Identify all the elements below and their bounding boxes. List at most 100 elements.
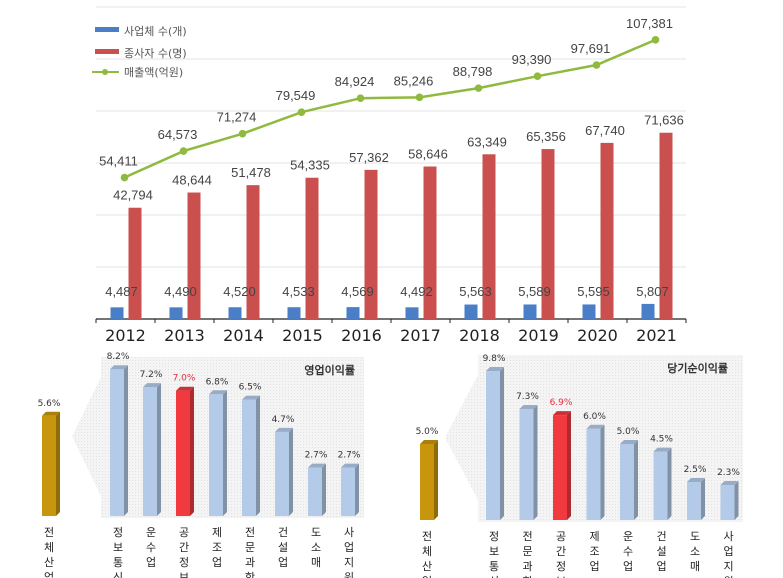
category-label-char: 제 bbox=[212, 526, 222, 539]
data-label: 9.8% bbox=[483, 354, 506, 364]
bar-total bbox=[420, 440, 438, 520]
bar-industry-top bbox=[308, 463, 326, 468]
bar-highlight bbox=[176, 386, 194, 516]
line-point-sales bbox=[238, 129, 247, 138]
x-tick-label: 2016 bbox=[341, 326, 382, 345]
data-label: 2.7% bbox=[305, 451, 328, 461]
category-label-char: 사 bbox=[723, 530, 733, 543]
category-label-char: 보 bbox=[556, 575, 566, 578]
data-label-sales: 84,924 bbox=[335, 74, 375, 89]
bar-employees bbox=[659, 132, 673, 319]
data-label-establishments: 5,807 bbox=[636, 284, 669, 299]
data-label: 6.0% bbox=[583, 412, 606, 422]
x-tick-label: 2020 bbox=[577, 326, 618, 345]
data-label-establishments: 4,492 bbox=[400, 284, 433, 299]
category-label-char: 원 bbox=[344, 571, 354, 578]
bar-establishments bbox=[582, 304, 596, 319]
bar-industry-side bbox=[256, 395, 260, 516]
bar-total-front bbox=[420, 444, 434, 520]
x-tick-label: 2012 bbox=[105, 326, 146, 345]
bar-total-side bbox=[434, 440, 438, 520]
bar-industry bbox=[519, 405, 538, 520]
bar-industry bbox=[720, 481, 739, 520]
category-label-char: 신 bbox=[489, 575, 499, 578]
bar-establishments bbox=[110, 307, 124, 319]
category-label-char: 설 bbox=[656, 545, 666, 558]
category-label-char: 원 bbox=[723, 575, 733, 578]
category-label-char: 조 bbox=[212, 541, 222, 554]
bar-industry bbox=[687, 478, 705, 520]
bar-total-side bbox=[56, 411, 60, 516]
data-label-employees: 57,362 bbox=[349, 150, 389, 165]
category-label-char: 산 bbox=[44, 556, 54, 569]
bar-establishments bbox=[287, 307, 301, 319]
data-label-sales: 88,798 bbox=[453, 64, 493, 79]
line-point-sales bbox=[120, 173, 129, 182]
net-margin-chart: 당기순이익률5.0%전체산업9.8%정보통신7.3%전문과학6.9%공간정보6.… bbox=[416, 354, 743, 578]
bar-industry-top bbox=[519, 405, 538, 410]
category-label-char: 전 bbox=[422, 530, 432, 543]
category-label-char: 소 bbox=[690, 545, 700, 558]
bar-highlight-front bbox=[176, 390, 190, 516]
data-label: 6.9% bbox=[550, 398, 573, 408]
data-label-establishments: 4,533 bbox=[282, 284, 315, 299]
data-label-employees: 51,478 bbox=[231, 165, 271, 180]
category-label-char: 업 bbox=[589, 560, 599, 573]
bar-industry bbox=[620, 440, 638, 520]
category-label-char: 운 bbox=[623, 530, 633, 543]
data-label-sales: 93,390 bbox=[512, 52, 552, 67]
category-label-char: 과 bbox=[522, 560, 532, 573]
data-label: 2.7% bbox=[338, 451, 361, 461]
category-label-char: 건 bbox=[278, 526, 288, 539]
category-label-char: 정 bbox=[113, 526, 123, 539]
category-label-char: 사 bbox=[344, 526, 354, 539]
chart-title: 영업이익률 bbox=[304, 363, 355, 377]
bar-industry-top bbox=[586, 424, 605, 429]
bar-industry bbox=[209, 390, 227, 516]
line-sales bbox=[123, 38, 656, 179]
bar-industry-front bbox=[653, 451, 668, 520]
data-label: 7.2% bbox=[140, 370, 163, 380]
category-label-char: 간 bbox=[179, 541, 189, 554]
bar-industry bbox=[653, 447, 672, 520]
bar-industry-side bbox=[667, 447, 672, 520]
bar-employees bbox=[246, 185, 260, 319]
category-label-char: 매 bbox=[311, 556, 321, 569]
data-label-establishments: 5,563 bbox=[459, 284, 492, 299]
bar-industry-side bbox=[124, 365, 128, 516]
x-tick-label: 2018 bbox=[459, 326, 500, 345]
data-label-sales: 71,274 bbox=[217, 110, 257, 125]
data-label: 5.0% bbox=[617, 427, 640, 437]
bar-industry-front bbox=[586, 428, 601, 520]
category-label-char: 정 bbox=[489, 530, 499, 543]
bar-industry bbox=[275, 427, 293, 516]
bar-industry-front bbox=[209, 394, 223, 516]
bar-highlight-side bbox=[190, 386, 194, 516]
data-label-employees: 71,636 bbox=[644, 113, 684, 128]
category-label-char: 산 bbox=[422, 560, 432, 573]
category-label-char: 정 bbox=[556, 560, 566, 573]
data-label-sales: 64,573 bbox=[158, 127, 198, 142]
data-label-sales: 54,411 bbox=[99, 154, 138, 169]
bar-industry bbox=[308, 463, 326, 516]
line-point-sales bbox=[297, 108, 306, 116]
category-label-char: 신 bbox=[113, 571, 123, 578]
top-chart: 2012 2013 2014 2015 2016 2017 2018 2019 2020 2021… bbox=[92, 6, 687, 345]
category-label-char: 업 bbox=[146, 556, 156, 569]
line-point-sales bbox=[415, 93, 424, 102]
bar-industry-top bbox=[341, 463, 359, 468]
data-label-sales: 79,549 bbox=[276, 88, 316, 103]
bar-highlight-top bbox=[553, 411, 571, 416]
bar-industry bbox=[341, 463, 359, 516]
bar-industry-side bbox=[500, 367, 504, 520]
